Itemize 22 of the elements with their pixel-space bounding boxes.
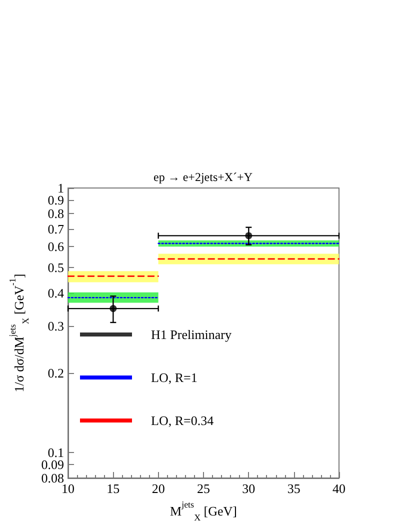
x-tick-label: 20 bbox=[152, 481, 165, 496]
y-tick-label: 0.7 bbox=[48, 221, 64, 236]
x-tick-label: 25 bbox=[197, 481, 210, 496]
y-axis-title: 1/σ dσ/dMjetsX [GeV-1] bbox=[8, 274, 30, 392]
x-tick-label: 15 bbox=[106, 481, 120, 496]
x-tick-label: 35 bbox=[287, 481, 300, 496]
legend-label: H1 Preliminary bbox=[151, 327, 232, 342]
x-tick-label: 30 bbox=[242, 481, 256, 496]
x-tick-label: 10 bbox=[62, 481, 74, 496]
x-tick-label: 40 bbox=[332, 481, 346, 496]
y-tick-label: 0.2 bbox=[48, 365, 64, 380]
chart-title: ep → e+2jets+X´+Y bbox=[154, 170, 253, 184]
y-tick-label: 0.3 bbox=[48, 318, 64, 334]
y-tick-label: 0.8 bbox=[48, 206, 64, 222]
legend-label: LO, R=1 bbox=[151, 370, 198, 385]
legend-label: LO, R=0.34 bbox=[151, 413, 214, 428]
y-tick-label: 0.5 bbox=[48, 260, 64, 276]
y-tick-label: 0.9 bbox=[48, 192, 64, 208]
y-tick-label: 0.08 bbox=[41, 470, 64, 486]
y-tick-label: 1 bbox=[58, 180, 64, 196]
y-tick-label: 0.4 bbox=[48, 286, 64, 301]
y-tick-label: 0.6 bbox=[48, 239, 64, 254]
